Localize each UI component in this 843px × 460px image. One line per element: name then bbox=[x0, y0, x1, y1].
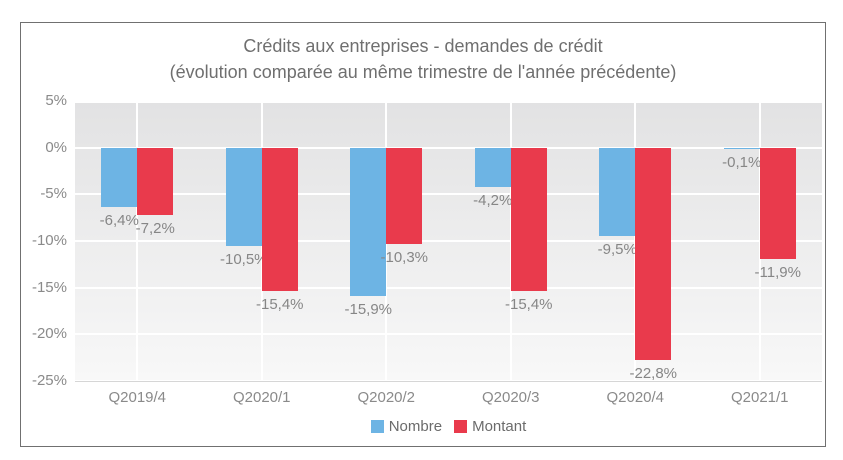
bar-nombre-q2020-4 bbox=[599, 147, 636, 237]
bar-montant-q2020-1 bbox=[261, 147, 298, 292]
gridline-horizontal bbox=[75, 380, 822, 381]
legend-swatch-nombre bbox=[370, 420, 384, 433]
bar-nombre-q2020-2 bbox=[350, 147, 387, 297]
y-axis: 5% 0% -5% -10% -15% -20% -25% bbox=[21, 93, 67, 389]
gridline-horizontal bbox=[75, 146, 822, 149]
chart-subtitle: (évolution comparée au même trimestre de… bbox=[169, 62, 677, 82]
bar-value-label: -4,2% bbox=[473, 191, 513, 209]
bar-value-label: -11,9% bbox=[754, 263, 801, 281]
y-axis-label: 5% bbox=[45, 92, 67, 109]
bar-value-label: -0,1% bbox=[722, 153, 762, 171]
legend-item-nombre: Nombre bbox=[370, 418, 443, 435]
legend-label-montant: Montant bbox=[472, 418, 527, 435]
y-axis-label: -10% bbox=[31, 232, 67, 249]
gridline-horizontal bbox=[75, 333, 822, 336]
y-axis-label: 0% bbox=[45, 138, 67, 156]
gridline-horizontal bbox=[75, 193, 822, 196]
bar-montant-q2021-1 bbox=[759, 147, 796, 259]
gridline-horizontal bbox=[75, 240, 822, 242]
x-axis-label: Q2020/4 bbox=[606, 389, 665, 406]
legend-swatch-montant bbox=[454, 420, 468, 433]
bar-value-label: -10,3% bbox=[380, 248, 429, 266]
legend: Nombre Montant bbox=[75, 418, 822, 435]
bar-montant-q2019-4 bbox=[137, 147, 174, 215]
bar-value-label: -22,8% bbox=[629, 365, 678, 382]
y-axis-label: -20% bbox=[31, 325, 67, 343]
bar-value-label: -15,4% bbox=[255, 296, 304, 314]
x-axis: Q2019/4 Q2020/1 Q2020/2 Q2020/3 Q2020/4 Q2021… bbox=[75, 389, 822, 407]
bar-nombre-q2020-3 bbox=[474, 147, 511, 187]
gridline-vertical bbox=[136, 101, 139, 381]
x-axis-label: Q2020/1 bbox=[232, 389, 291, 406]
y-axis-label: -15% bbox=[31, 278, 67, 296]
y-axis-label: -25% bbox=[31, 372, 67, 389]
bar-value-label: -9,5% bbox=[597, 241, 637, 259]
plot-area: -6,4% -10,5% -15,9% -4,2% -9,5% -0,1% -7,2% -15… bbox=[75, 101, 822, 382]
bar-nombre-q2019-4 bbox=[101, 147, 138, 208]
gridline-horizontal bbox=[75, 286, 822, 289]
bar-value-label: -10,5% bbox=[219, 250, 268, 268]
x-axis-label: Q2019/4 bbox=[108, 389, 167, 406]
bar-montant-q2020-4 bbox=[635, 147, 672, 361]
bar-nombre-q2021-1 bbox=[723, 147, 760, 149]
legend-label-nombre: Nombre bbox=[388, 418, 443, 435]
bar-montant-q2020-2 bbox=[386, 147, 423, 244]
bar-value-label: -7,2% bbox=[135, 219, 175, 237]
bar-value-label: -6,4% bbox=[99, 212, 139, 230]
legend-item-montant: Montant bbox=[454, 418, 526, 435]
bar-value-label: -15,4% bbox=[504, 296, 553, 314]
chart-title-block: Crédits aux entreprises - demandes de cr… bbox=[21, 33, 825, 85]
chart-title: Crédits aux entreprises - demandes de cr… bbox=[243, 36, 603, 56]
x-axis-label: Q2021/1 bbox=[730, 389, 789, 406]
y-axis-label: -5% bbox=[40, 185, 67, 203]
x-axis-label: Q2020/2 bbox=[357, 389, 416, 406]
bar-montant-q2020-3 bbox=[510, 147, 547, 292]
x-axis-label: Q2020/3 bbox=[481, 389, 540, 406]
chart-frame: Crédits aux entreprises - demandes de cr… bbox=[20, 22, 826, 447]
bar-nombre-q2020-1 bbox=[225, 147, 262, 246]
bar-value-label: -15,9% bbox=[344, 301, 393, 319]
gridline-horizontal bbox=[75, 101, 822, 103]
